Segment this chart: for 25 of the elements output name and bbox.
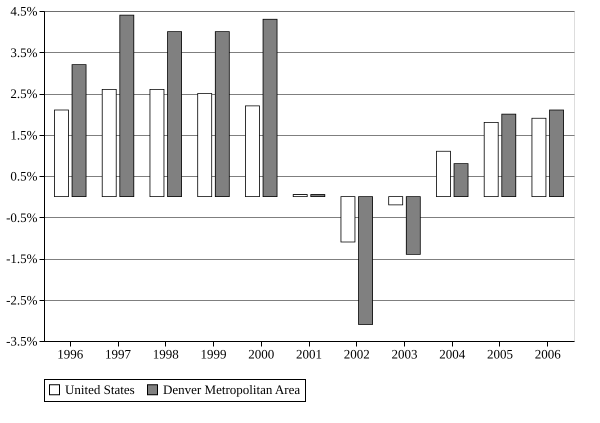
x-tick-label: 1996 xyxy=(57,346,84,362)
y-tick-label: -0.5% xyxy=(6,210,38,225)
y-tick-label: -3.5% xyxy=(6,334,38,348)
legend-label: Denver Metropolitan Area xyxy=(163,382,300,397)
y-tick-label: 1.5% xyxy=(10,127,38,142)
y-tick-label: 3.5% xyxy=(10,44,38,60)
x-tick-label: 2004 xyxy=(439,346,466,362)
x-tick-label: 2001 xyxy=(296,346,322,362)
y-tick-label: 4.5% xyxy=(10,4,38,18)
x-tick-label: 2002 xyxy=(344,346,370,362)
y-tick-label: 2.5% xyxy=(10,86,38,101)
x-tick-label: 2000 xyxy=(248,346,274,362)
x-tick-label: 1999 xyxy=(200,346,227,362)
bar xyxy=(292,194,308,198)
y-tick-label: 0.5% xyxy=(10,168,38,184)
legend-label: United States xyxy=(65,382,135,397)
bar xyxy=(310,194,326,198)
x-tick-label: 1997 xyxy=(105,346,132,362)
x-tick-label: 2005 xyxy=(486,346,513,362)
y-tick-label: -1.5% xyxy=(6,251,38,266)
x-tick-label: 2006 xyxy=(534,346,562,362)
x-tick-label: 1998 xyxy=(152,346,179,362)
y-tick-label: -2.5% xyxy=(6,292,38,308)
bar xyxy=(388,196,404,206)
x-tick-label: 2003 xyxy=(391,346,418,362)
